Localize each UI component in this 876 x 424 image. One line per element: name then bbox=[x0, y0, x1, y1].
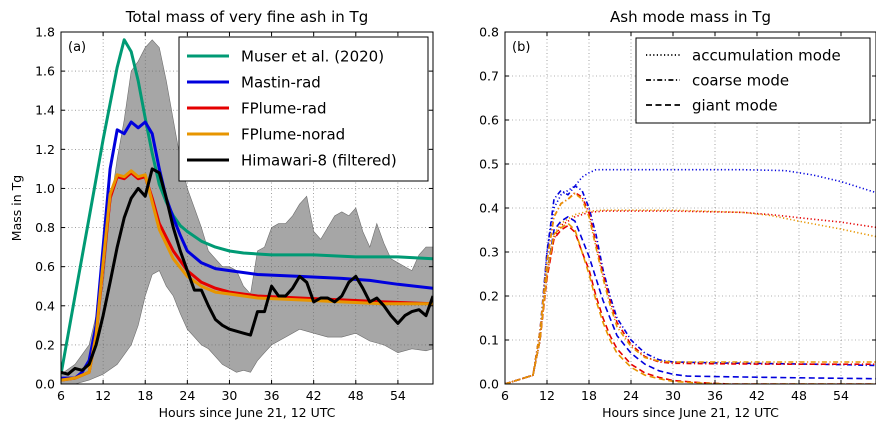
legend-entry: Himawari-8 (filtered) bbox=[241, 152, 397, 170]
chart-title: Ash mode mass in Tg bbox=[610, 8, 771, 26]
legend-entry: FPlume-rad bbox=[241, 100, 326, 118]
series-line-himawari-8-filtered bbox=[61, 167, 433, 376]
x-tick-label: 18 bbox=[137, 388, 153, 403]
x-tick-label: 30 bbox=[221, 388, 237, 403]
y-tick-label: 0.4 bbox=[479, 201, 499, 216]
legend: accumulation mode coarse mode giant mode bbox=[635, 37, 871, 124]
legend: Muser et al. (2020) Mastin-rad FPlume-rad F… bbox=[178, 36, 429, 182]
y-tick-label: 1.8 bbox=[35, 25, 55, 40]
legend-entry: Mastin-rad bbox=[241, 74, 321, 92]
y-tick-label: 0.3 bbox=[479, 245, 499, 260]
series-line-accumulation-mastin-rad bbox=[505, 168, 876, 384]
series-line-giant-fplume-rad bbox=[505, 224, 876, 384]
series-line-fplume-norad bbox=[61, 169, 433, 382]
x-tick-label: 36 bbox=[707, 388, 723, 403]
y-tick-label: 0.7 bbox=[479, 69, 499, 84]
chart-panel-b: Ash mode mass in Tg 6 12 18 24 30 36 42 48 54 0.0 0… bbox=[479, 8, 876, 420]
series-line-accumulation-fplume-rad bbox=[505, 210, 876, 384]
x-tick-label: 36 bbox=[264, 388, 280, 403]
chart-panel-a: Total mass of very fine ash in Tg 6 12 18 24… bbox=[9, 8, 434, 420]
legend-entry: Muser et al. (2020) bbox=[241, 48, 384, 66]
x-tick-label: 24 bbox=[179, 388, 195, 403]
legend-entry: FPlume-norad bbox=[241, 126, 345, 144]
y-tick-label: 0.8 bbox=[479, 25, 499, 40]
legend-entry: giant mode bbox=[692, 97, 778, 115]
series-line-coarse-mastin-rad bbox=[505, 185, 876, 384]
x-tick-label: 48 bbox=[791, 388, 807, 403]
x-tick-label: 42 bbox=[306, 388, 322, 403]
series-line-giant-mastin-rad bbox=[505, 216, 876, 384]
plot-frame bbox=[60, 31, 434, 385]
x-tick-label: 6 bbox=[57, 388, 65, 403]
y-tick-label: 0.4 bbox=[35, 298, 55, 313]
y-axis-label: Mass in Tg bbox=[9, 175, 24, 241]
series-line-coarse-fplume-norad bbox=[505, 192, 876, 384]
x-axis-label: Hours since June 21, 12 UTC bbox=[159, 405, 336, 420]
x-tick-label: 12 bbox=[539, 388, 555, 403]
x-axis-label: Hours since June 21, 12 UTC bbox=[602, 405, 779, 420]
legend-box bbox=[635, 37, 871, 124]
panel-label: (b) bbox=[512, 40, 530, 55]
y-tick-label: 1.2 bbox=[35, 142, 55, 157]
y-tick-label: 0.0 bbox=[35, 377, 55, 392]
x-tick-label: 48 bbox=[348, 388, 364, 403]
y-tick-label: 0.6 bbox=[35, 259, 55, 274]
chart-title: Total mass of very fine ash in Tg bbox=[125, 8, 369, 26]
x-tick-label: 18 bbox=[581, 388, 597, 403]
x-tick-label: 54 bbox=[833, 388, 849, 403]
x-tick-label: 6 bbox=[501, 388, 509, 403]
x-tick-label: 24 bbox=[623, 388, 639, 403]
y-tick-label: 0.6 bbox=[479, 113, 499, 128]
series-line-coarse-fplume-rad bbox=[505, 191, 876, 384]
legend-entry: coarse mode bbox=[692, 72, 789, 90]
y-tick-label: 0.5 bbox=[479, 157, 499, 172]
x-tick-label: 30 bbox=[665, 388, 681, 403]
x-tick-label: 42 bbox=[749, 388, 765, 403]
y-tick-label: 1.0 bbox=[35, 181, 55, 196]
y-tick-label: 0.2 bbox=[479, 289, 499, 304]
panel-label: (a) bbox=[68, 40, 86, 55]
y-tick-label: 1.4 bbox=[35, 103, 55, 118]
x-tick-label: 12 bbox=[95, 388, 111, 403]
y-tick-label: 0.1 bbox=[479, 333, 499, 348]
y-tick-label: 0.2 bbox=[35, 337, 55, 352]
series-line-accumulation-fplume-norad bbox=[505, 209, 876, 384]
x-tick-label: 54 bbox=[390, 388, 406, 403]
y-tick-label: 0.8 bbox=[35, 220, 55, 235]
y-tick-label: 1.6 bbox=[35, 64, 55, 79]
y-tick-label: 0.0 bbox=[479, 377, 499, 392]
series-line-giant-fplume-norad bbox=[505, 222, 876, 384]
legend-entry: accumulation mode bbox=[692, 47, 841, 65]
